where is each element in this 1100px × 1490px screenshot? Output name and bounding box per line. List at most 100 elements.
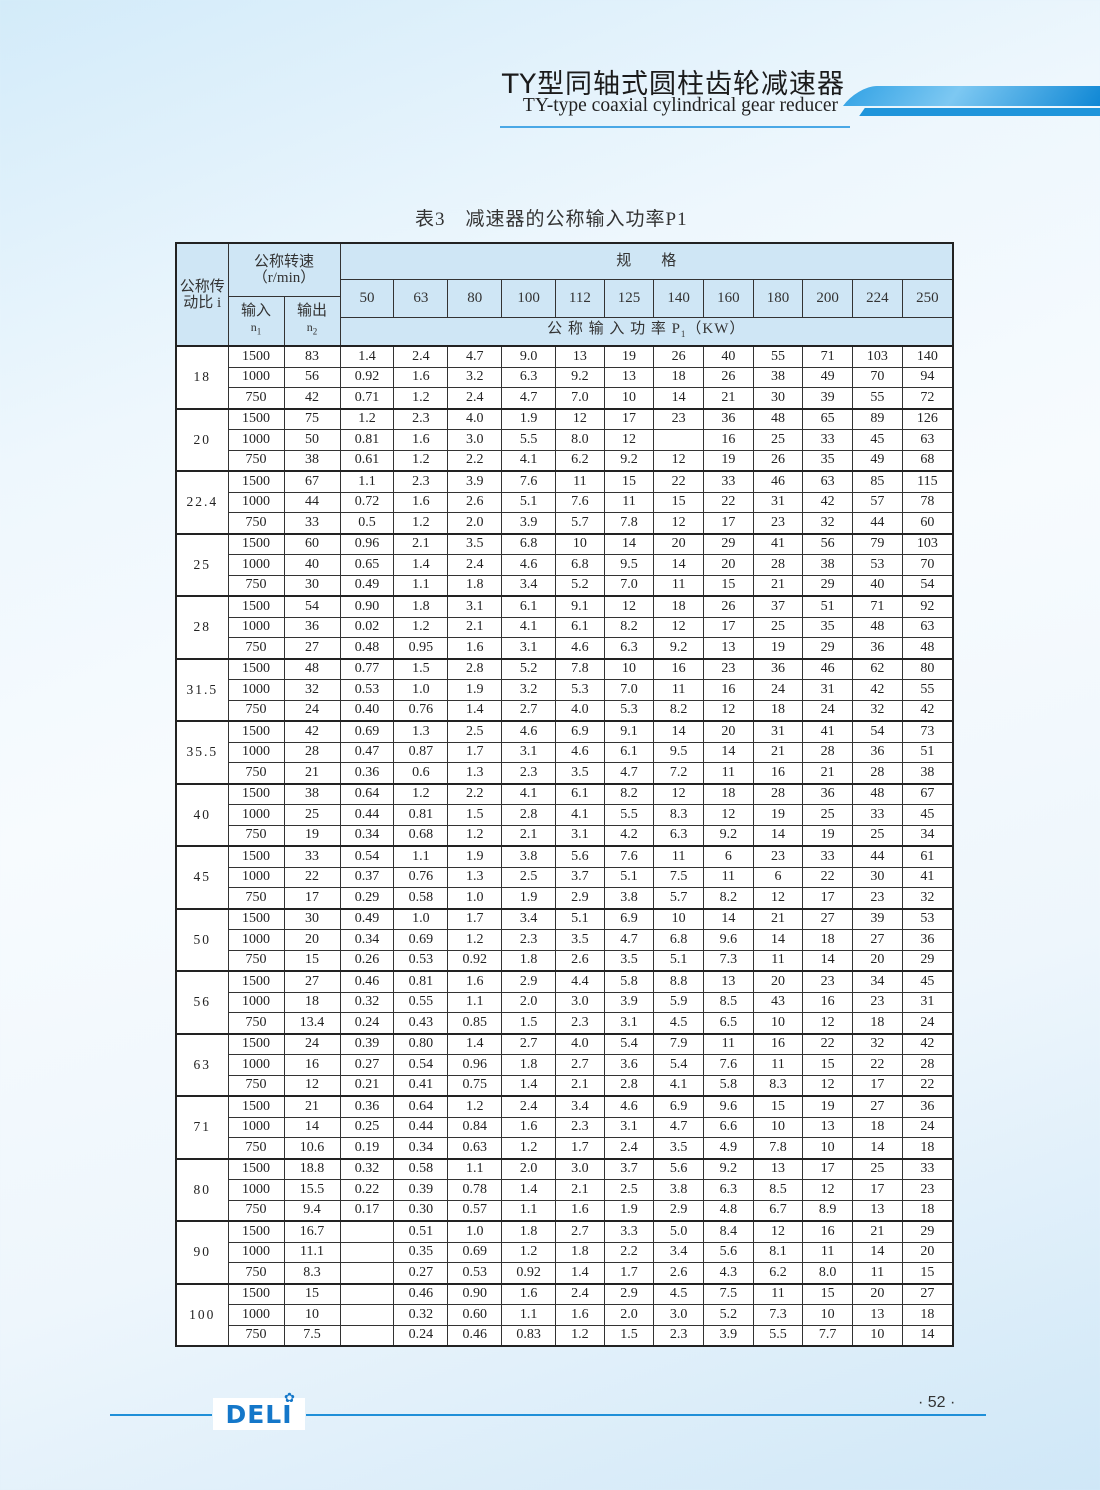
power-cell: 12 (603, 429, 655, 451)
table-row: 63 1500 24 0.39 0.80 1.4 2.7 4.0 5.4 7.9 11 16 22 32 4… (175, 1033, 954, 1097)
input-speed-cell: 750 (227, 1262, 285, 1284)
power-cell: 2.4 (555, 1283, 605, 1305)
power-cell: 6 (752, 866, 804, 888)
power-cell: 7.3 (702, 949, 754, 972)
ratio-cell: 56 (175, 970, 229, 1034)
power-cell: 4.2 (603, 824, 655, 847)
power-cell: 0.57 (447, 1199, 503, 1222)
power-cell: 1.6 (447, 637, 503, 659)
power-cell: 17 (702, 512, 754, 534)
power-cell: 0.29 (339, 887, 395, 909)
power-cell: 8.9 (802, 1199, 853, 1222)
power-cell: 10 (603, 658, 655, 680)
power-cell: 10 (555, 533, 605, 555)
power-cell: 3.1 (501, 637, 557, 659)
output-speed-cell: 10.6 (283, 1137, 341, 1159)
power-cell (339, 1241, 395, 1263)
table-title: 减速器的公称输入功率P1 (465, 209, 688, 230)
power-cell: 18 (901, 1304, 954, 1326)
power-cell: 18 (702, 783, 754, 805)
power-cell: 0.32 (339, 991, 395, 1013)
power-cell: 15 (802, 1054, 853, 1076)
output-speed-cell: 60 (283, 533, 341, 555)
table-row: 56 1500 27 0.46 0.81 1.6 2.9 4.4 5.8 8.8 13 20 23 34 4… (175, 970, 954, 1034)
power-cell: 3.1 (501, 741, 557, 763)
output-speed-cell: 42 (283, 720, 341, 743)
power-cell: 4.1 (501, 449, 557, 472)
power-cell: 1.0 (447, 887, 503, 909)
power-cell: 12 (653, 449, 704, 472)
ratio-cell: 50 (175, 908, 229, 972)
output-speed-cell: 21 (283, 762, 341, 784)
power-cell: 2.4 (447, 554, 503, 576)
power-cell: 7.5 (653, 866, 704, 888)
power-cell: 27 (852, 929, 903, 951)
power-cell: 3.2 (447, 366, 503, 388)
power-cell: 55 (852, 387, 903, 409)
power-cell: 32 (901, 887, 954, 909)
power-cell: 2.3 (555, 1116, 605, 1138)
power-cell: 103 (901, 533, 954, 555)
power-cell: 21 (852, 1220, 903, 1243)
output-speed-cell: 7.5 (283, 1324, 341, 1347)
power-cell: 3.5 (555, 929, 605, 951)
power-cell: 0.17 (339, 1199, 395, 1222)
power-cell: 5.5 (752, 1324, 804, 1347)
input-speed-cell: 1000 (227, 429, 285, 451)
power-cell: 54 (901, 574, 954, 597)
power-cell: 20 (901, 1241, 954, 1263)
power-cell: 40 (702, 345, 754, 368)
power-cell: 0.39 (339, 1033, 395, 1055)
power-cell: 8.0 (802, 1262, 853, 1284)
power-cell: 0.51 (393, 1220, 449, 1243)
power-cell: 6.1 (555, 783, 605, 805)
power-cell: 1.9 (501, 408, 557, 430)
table-row: 1000 36 0.02 1.2 2.1 4.1 6.1 8.2 12 17 25 35 48 63 (176, 616, 954, 638)
power-cell: 6.5 (702, 1012, 754, 1034)
power-cell: 34 (852, 970, 903, 993)
power-cell: 0.76 (393, 699, 449, 722)
output-speed-cell: 50 (283, 429, 341, 451)
input-speed-cell: 1500 (227, 908, 285, 930)
power-cell: 55 (901, 679, 954, 701)
output-speed-cell: 38 (283, 449, 341, 472)
output-speed-cell: 33 (283, 512, 341, 534)
power-cell: 7.0 (555, 387, 605, 409)
size-header: 160 (702, 278, 754, 318)
input-speed-cell: 750 (227, 1012, 285, 1034)
power-cell: 26 (653, 345, 704, 368)
size-header: 112 (555, 278, 605, 318)
power-cell: 7.0 (603, 679, 655, 701)
power-cell: 140 (901, 345, 954, 368)
power-cell: 46 (752, 470, 804, 493)
power-cell: 53 (901, 908, 954, 930)
power-cell: 0.24 (339, 1012, 395, 1034)
power-cell: 0.96 (447, 1054, 503, 1076)
power-cell: 32 (852, 1033, 903, 1055)
power-cell: 4.0 (555, 699, 605, 722)
power-cell: 3.1 (447, 595, 503, 618)
power-cell: 2.1 (447, 616, 503, 638)
power-cell: 49 (852, 449, 903, 472)
power-cell: 1.1 (447, 991, 503, 1013)
power-cell: 0.37 (339, 866, 395, 888)
input-speed-cell: 1000 (227, 491, 285, 513)
power-cell: 36 (852, 637, 903, 659)
size-header: 180 (752, 278, 804, 318)
power-cell: 25 (802, 804, 853, 826)
power-cell: 1.2 (447, 824, 503, 847)
power-cell: 7.8 (555, 658, 605, 680)
power-cell: 28 (852, 762, 903, 784)
input-speed-cell: 1000 (227, 929, 285, 951)
power-cell: 12 (653, 783, 704, 805)
power-cell: 29 (802, 637, 853, 659)
power-cell: 9.5 (603, 554, 655, 576)
table-row: 1000 14 0.25 0.44 0.84 1.6 2.3 3.1 4.7 6.6 10 13 18 2… (176, 1116, 954, 1138)
power-cell: 3.8 (501, 845, 557, 868)
power-cell: 14 (752, 824, 804, 847)
input-speed-cell: 1500 (227, 845, 285, 868)
ratio-cell: 100 (175, 1283, 229, 1347)
power-cell: 17 (702, 616, 754, 638)
output-speed-header: 输出 n2 (283, 295, 341, 347)
power-cell: 16 (653, 658, 704, 680)
